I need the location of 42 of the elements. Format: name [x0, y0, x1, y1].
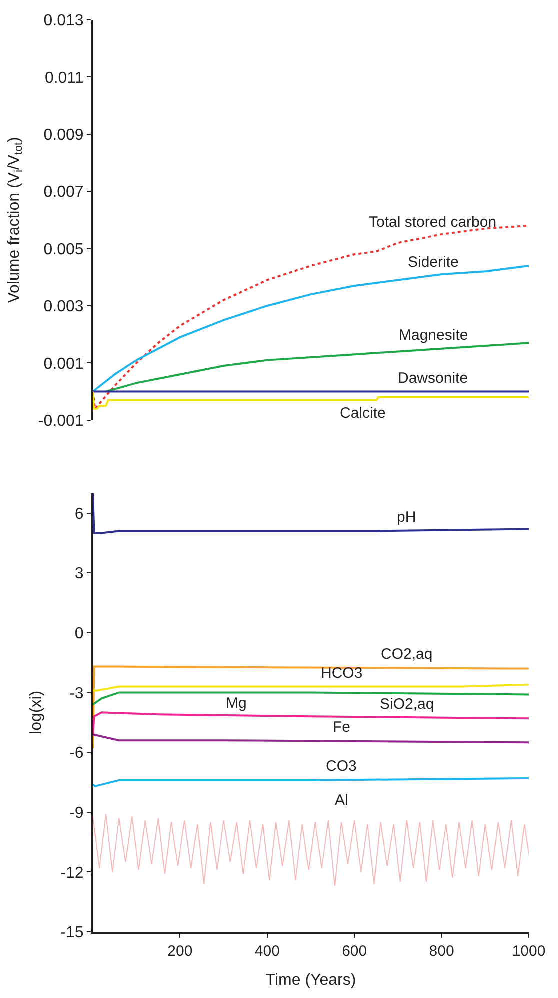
y-tick-label: -15 — [60, 924, 84, 942]
y-tick-label: -9 — [70, 804, 84, 822]
series-label: CO3 — [326, 758, 357, 775]
line-series — [93, 493, 529, 534]
x-axis-title: Time (Years) — [266, 972, 356, 990]
x-tick-label: 600 — [342, 943, 368, 960]
y-tick-label: -12 — [60, 864, 84, 882]
line-series — [93, 814, 529, 887]
line-series — [93, 712, 529, 736]
y-tick-label: 0.013 — [44, 12, 84, 30]
x-tick-label: 1000 — [512, 943, 546, 960]
y-tick-label: -6 — [70, 745, 84, 762]
series-label: HCO3 — [321, 665, 363, 682]
series-label: Fe — [333, 719, 351, 736]
y-tick-label: 0.005 — [44, 241, 84, 258]
x-tick-label: 400 — [254, 943, 280, 960]
y-tick-label: 0.007 — [44, 184, 84, 202]
line-series — [93, 777, 529, 788]
line-series — [105, 342, 529, 393]
y-tick-label: 0.011 — [44, 70, 84, 87]
y-tick-label: -3 — [70, 685, 84, 702]
y-axis-title: log(xi) — [28, 690, 46, 734]
series-label: Mg — [226, 695, 247, 712]
x-tick-label: 200 — [168, 943, 193, 960]
series-label: Calcite — [340, 405, 386, 422]
series-label: SiO2,aq — [380, 696, 434, 713]
y-tick-label: 0.001 — [44, 356, 84, 373]
y-tick-label: 6 — [74, 506, 84, 523]
line-series — [93, 734, 529, 744]
y-tick-label: 0.009 — [44, 126, 84, 144]
y-tick-label: 3 — [74, 566, 84, 583]
series-label: CO2,aq — [381, 646, 433, 663]
series-label: Dawsonite — [398, 370, 468, 387]
series-label: Al — [335, 792, 348, 809]
series-label: Magnesite — [399, 327, 468, 344]
series-label: Total stored carbon — [369, 214, 497, 231]
x-tick-label: 800 — [429, 943, 454, 960]
y-tick-label: 0.003 — [44, 298, 84, 316]
series-label: Siderite — [408, 254, 459, 271]
series-label: pH — [397, 509, 416, 526]
y-tick-label: 0 — [74, 626, 84, 643]
y-tick-label: -0.001 — [38, 412, 84, 430]
